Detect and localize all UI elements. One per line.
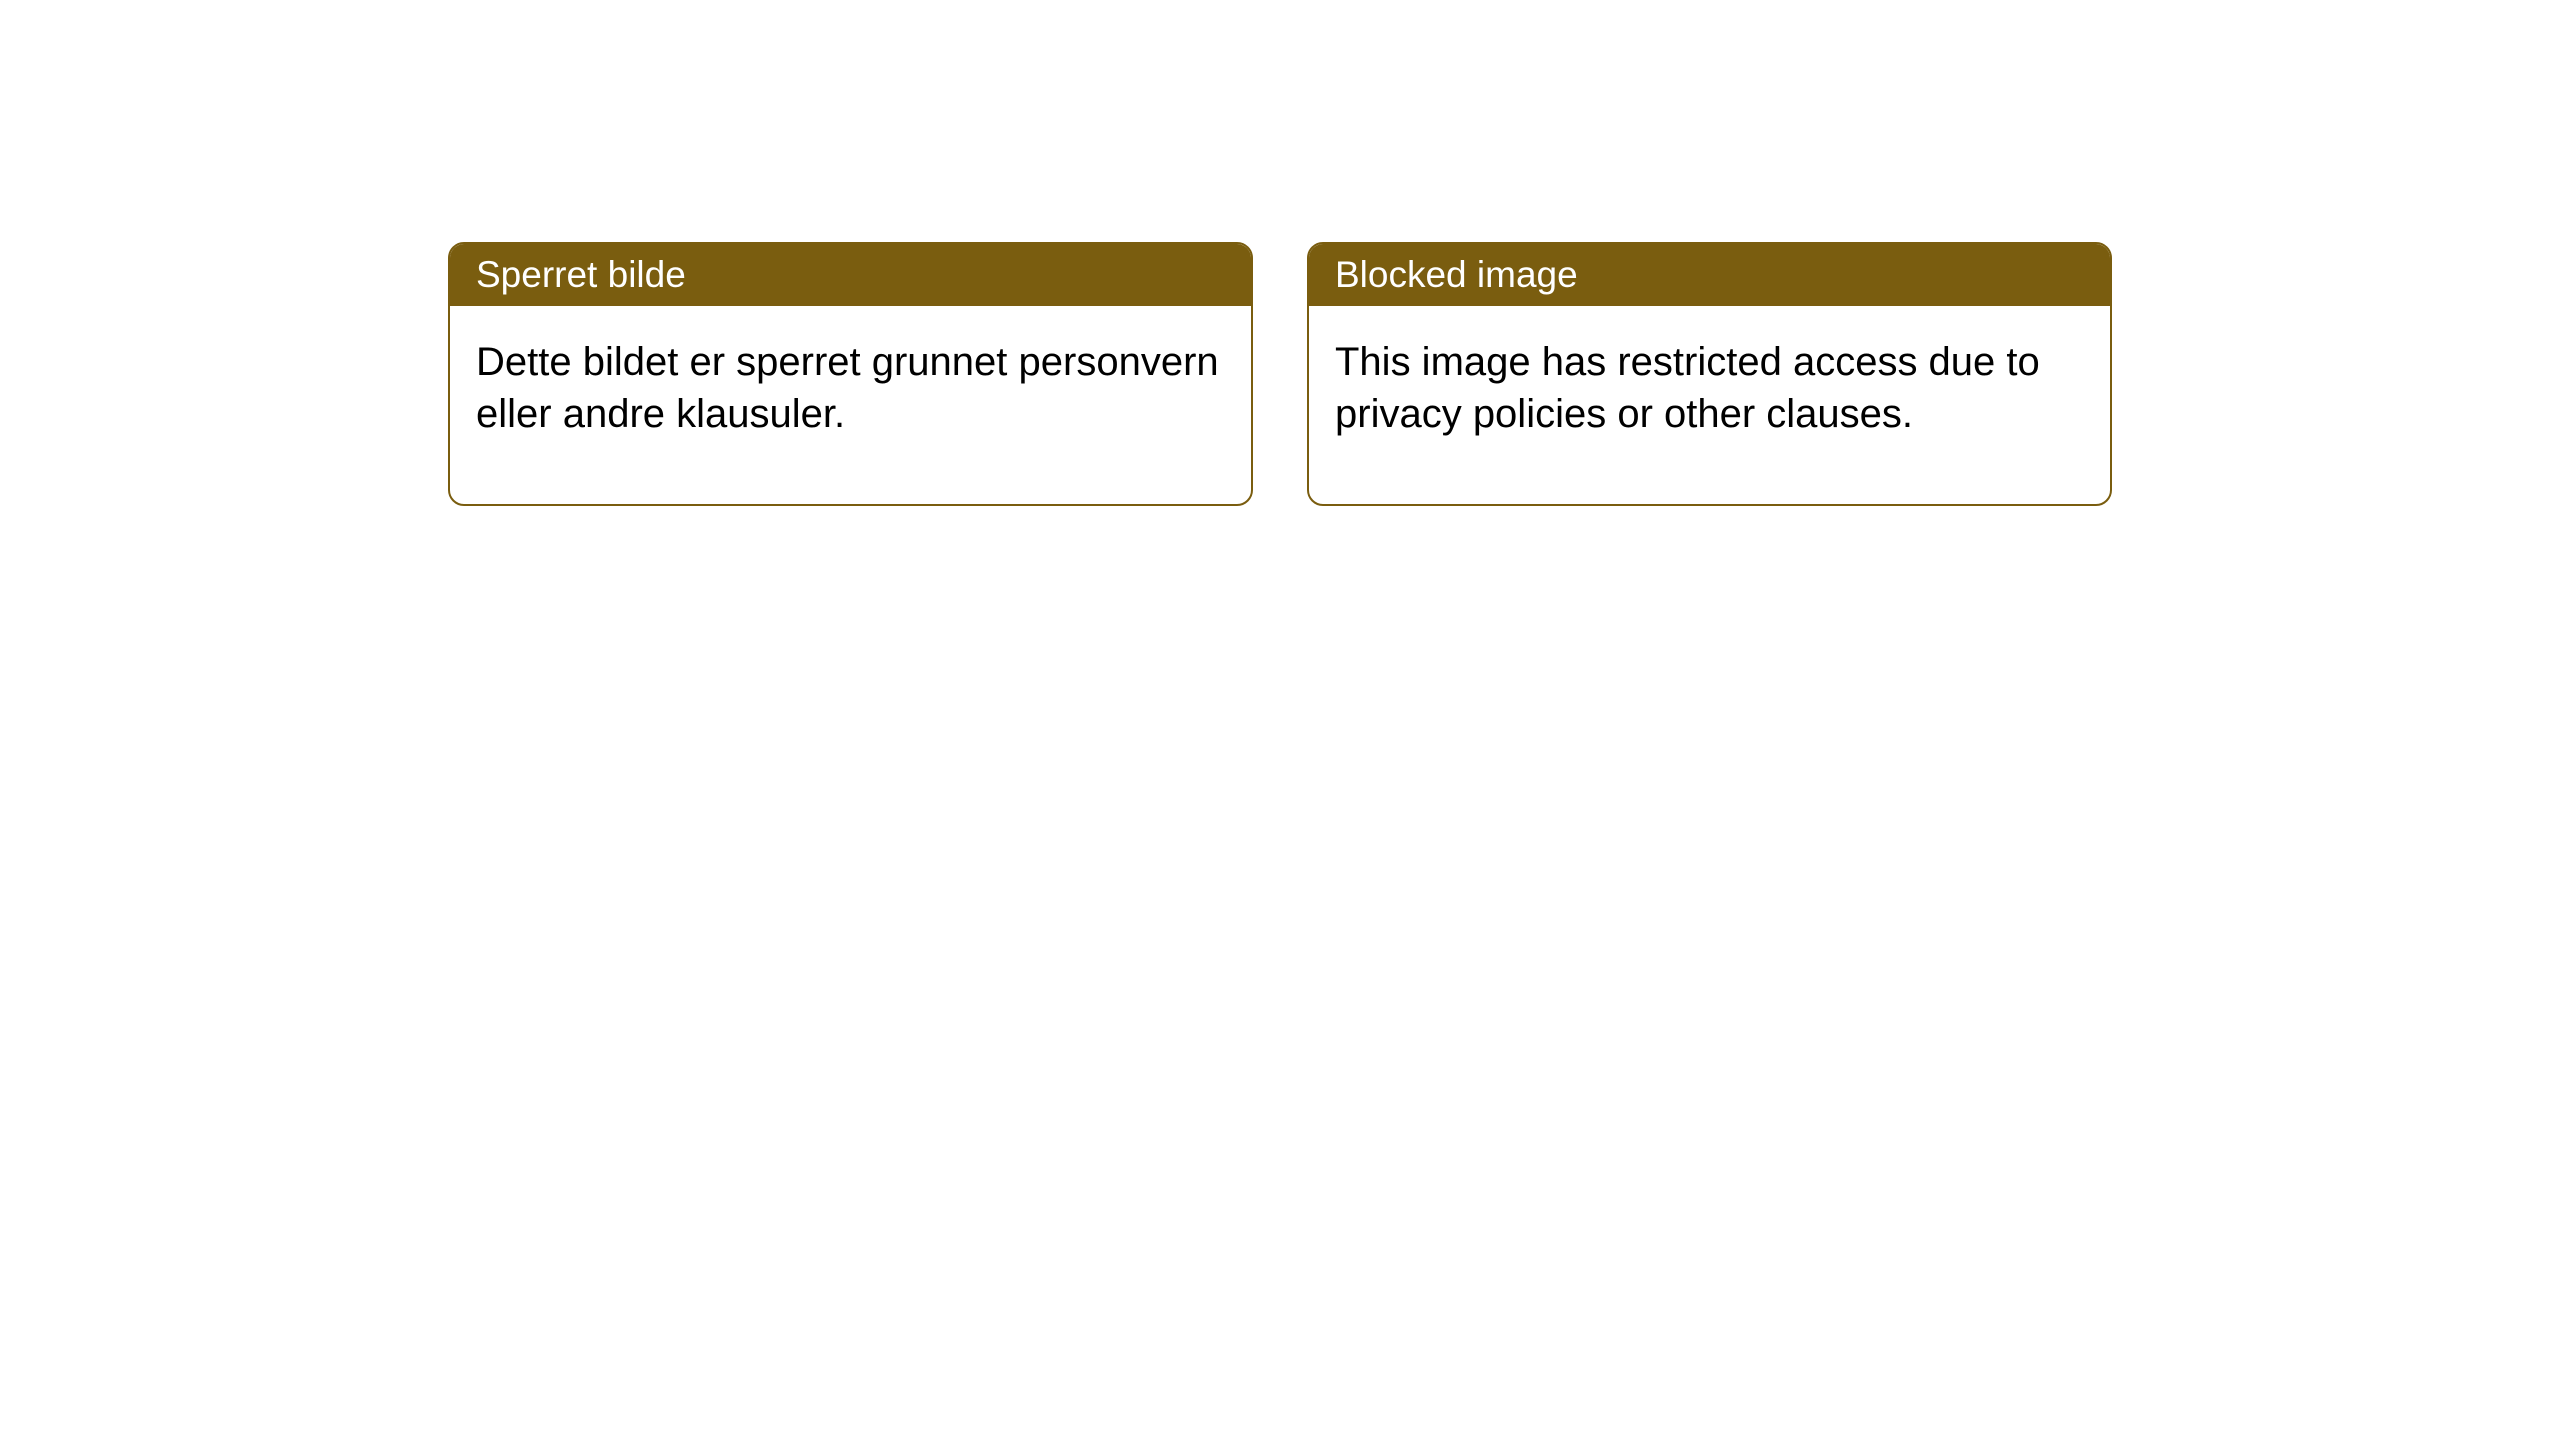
notice-card-blocked-image: Blocked image This image has restricted … — [1307, 242, 2112, 506]
card-body: This image has restricted access due to … — [1309, 306, 2110, 504]
card-header: Blocked image — [1309, 244, 2110, 306]
card-header: Sperret bilde — [450, 244, 1251, 306]
notice-cards-container: Sperret bilde Dette bildet er sperret gr… — [448, 242, 2112, 506]
card-body: Dette bildet er sperret grunnet personve… — [450, 306, 1251, 504]
notice-card-sperret-bilde: Sperret bilde Dette bildet er sperret gr… — [448, 242, 1253, 506]
